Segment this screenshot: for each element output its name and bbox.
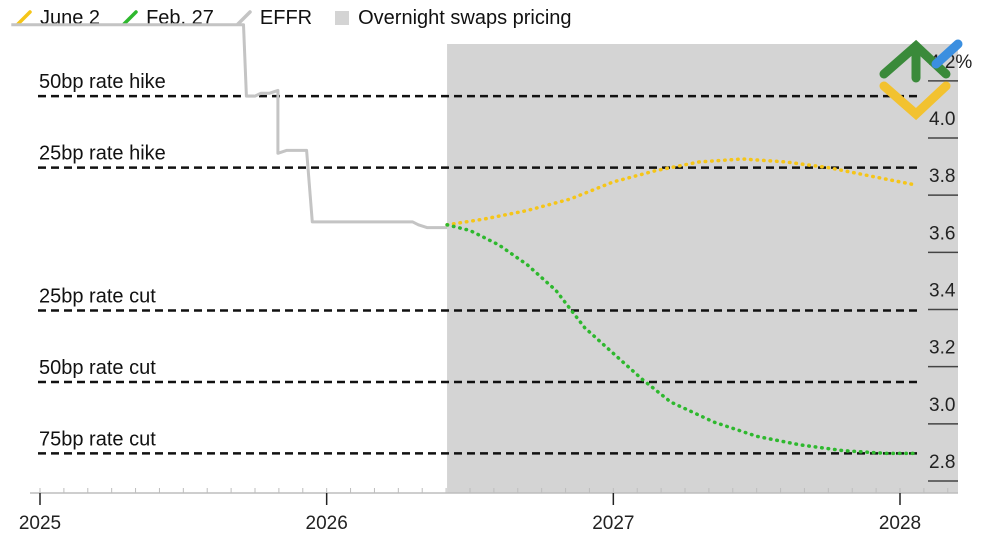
- legend-swatch-line: [122, 10, 138, 26]
- legend-item: June 2: [16, 7, 100, 30]
- series-line-june-2: [445, 157, 917, 227]
- legend-item: Feb. 27: [122, 7, 214, 30]
- legend-label: Overnight swaps pricing: [358, 6, 572, 29]
- y-tick-label: 3.0: [929, 395, 955, 416]
- y-tick-label: 3.4: [929, 281, 956, 302]
- reference-line-label: 50bp rate cut: [39, 357, 156, 379]
- reference-line-label: 50bp rate hike: [39, 71, 166, 93]
- x-tick-label: 2025: [19, 513, 61, 534]
- x-tick-label: 2027: [592, 513, 634, 534]
- x-tick-label: 2026: [306, 513, 348, 534]
- brand-logo-icon: [879, 39, 963, 121]
- y-tick-label: 3.2: [929, 338, 955, 359]
- chart-legend: June 2 Feb. 27 EFFR Overnight swaps pricing: [16, 4, 572, 32]
- y-tick-label: 2.8: [929, 452, 955, 473]
- series-line-feb-27: [445, 223, 917, 456]
- reference-line-label: 75bp rate cut: [39, 428, 156, 450]
- x-tick-label: 2028: [879, 513, 921, 534]
- legend-swatch-line: [16, 10, 32, 26]
- legend-swatch-line: [236, 10, 252, 26]
- legend-label: EFFR: [259, 6, 313, 29]
- reference-line-label: 25bp rate hike: [39, 143, 166, 165]
- series-line-effr: [11, 23, 448, 230]
- overnight-swaps-region: [447, 44, 958, 493]
- y-tick-label: 3.6: [929, 223, 955, 244]
- y-tick-label: 4.0: [929, 109, 955, 130]
- legend-swatch-box: [335, 11, 350, 25]
- reference-line-label: 25bp rate cut: [39, 286, 156, 308]
- legend-item: Overnight swaps pricing: [334, 6, 572, 30]
- legend-label: June 2: [40, 6, 101, 29]
- legend-item: EFFR: [236, 7, 312, 30]
- y-tick-label: 3.8: [929, 166, 955, 187]
- legend-label: Feb. 27: [146, 6, 214, 29]
